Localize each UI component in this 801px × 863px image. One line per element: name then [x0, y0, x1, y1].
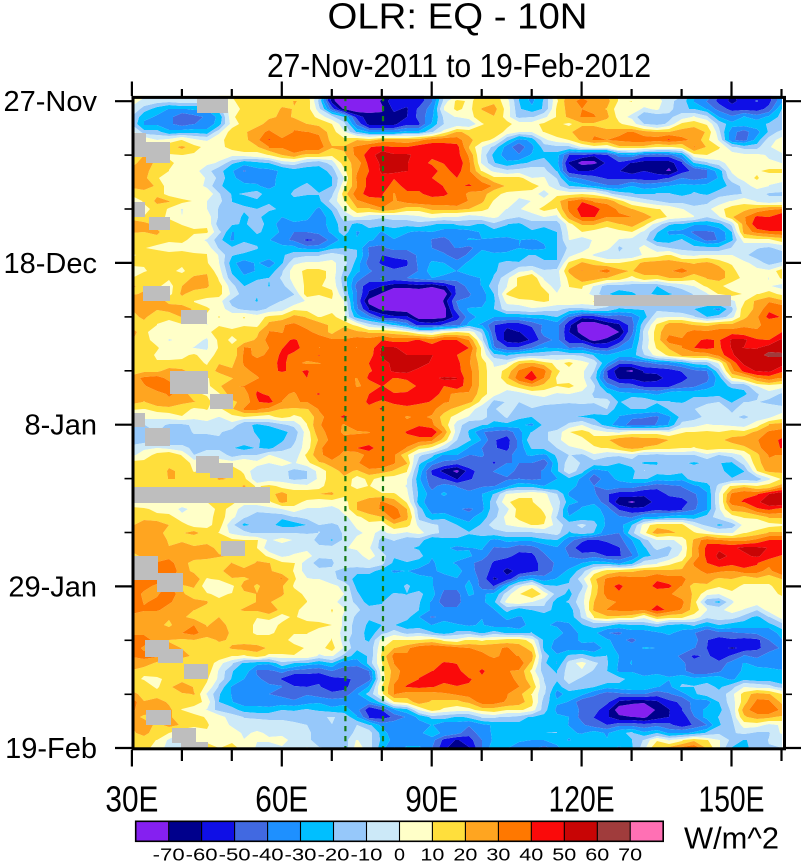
svg-text:27-Nov-2011 to 19-Feb-2012: 27-Nov-2011 to 19-Feb-2012 — [267, 47, 651, 84]
svg-text:0: 0 — [394, 844, 405, 863]
svg-text:OLR: EQ - 10N: OLR: EQ - 10N — [328, 0, 588, 37]
svg-text:-20: -20 — [318, 844, 350, 863]
svg-text:10: 10 — [420, 844, 444, 863]
svg-text:-60: -60 — [186, 844, 218, 863]
svg-text:150E: 150E — [699, 779, 765, 820]
svg-text:60: 60 — [585, 844, 609, 863]
svg-text:20: 20 — [453, 844, 477, 863]
svg-text:19-Feb: 19-Feb — [5, 733, 97, 765]
svg-text:-40: -40 — [252, 844, 284, 863]
svg-text:-10: -10 — [351, 844, 383, 863]
svg-text:70: 70 — [618, 844, 642, 863]
svg-text:50: 50 — [552, 844, 576, 863]
svg-text:8-Jan: 8-Jan — [24, 410, 97, 442]
svg-text:-50: -50 — [219, 844, 251, 863]
svg-text:90E: 90E — [405, 779, 458, 820]
svg-text:60E: 60E — [255, 779, 308, 820]
svg-text:30: 30 — [486, 844, 510, 863]
svg-text:-70: -70 — [153, 844, 185, 863]
svg-text:27-Nov: 27-Nov — [4, 86, 98, 118]
svg-text:18-Dec: 18-Dec — [4, 248, 98, 280]
svg-text:29-Jan: 29-Jan — [8, 571, 97, 603]
svg-text:30E: 30E — [105, 779, 158, 820]
svg-text:40: 40 — [519, 844, 543, 863]
svg-text:-30: -30 — [285, 844, 317, 863]
svg-text:W/m^2: W/m^2 — [684, 821, 779, 856]
svg-text:120E: 120E — [549, 779, 615, 820]
